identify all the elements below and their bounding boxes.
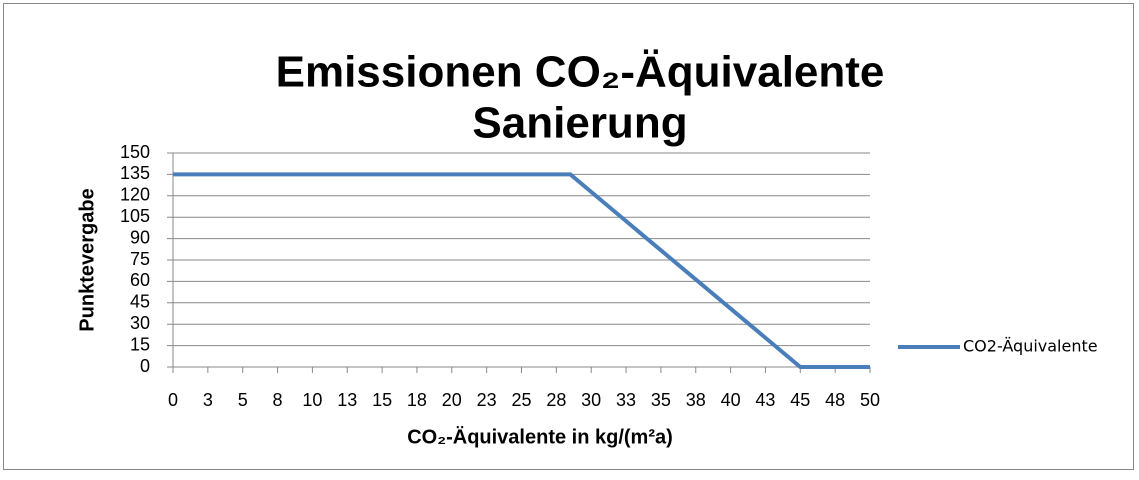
y-axis-title: Punktevergabe	[76, 188, 98, 331]
x-tick-label: 30	[581, 390, 601, 410]
y-tick-label: 60	[130, 270, 150, 290]
x-tick-label: 18	[407, 390, 427, 410]
y-tick-label: 15	[130, 334, 150, 354]
x-tick-label: 50	[860, 390, 880, 410]
line-series	[173, 172, 870, 369]
x-tick-label: 33	[616, 390, 636, 410]
y-tick-label: 0	[140, 356, 150, 376]
x-tick-label: 40	[721, 390, 741, 410]
chart-border	[3, 3, 1134, 470]
y-tick-label: 90	[130, 227, 150, 247]
x-tick-label: 48	[825, 390, 845, 410]
x-tick-label: 0	[168, 390, 178, 410]
legend-label: CO2-Äquivalente	[963, 337, 1098, 356]
y-tick-label: 135	[120, 163, 150, 183]
chart-title: Sanierung	[472, 99, 687, 148]
x-tick-label: 23	[477, 390, 497, 410]
x-tick-label: 3	[203, 390, 213, 410]
y-tick-label: 120	[120, 185, 150, 205]
y-tick-label: 75	[130, 249, 150, 269]
y-tick-label: 150	[120, 142, 150, 162]
x-tick-label: 8	[273, 390, 283, 410]
x-tick-label: 15	[372, 390, 392, 410]
x-tick-label: 35	[651, 390, 671, 410]
y-tick-label: 30	[130, 313, 150, 333]
x-tick-label: 43	[755, 390, 775, 410]
x-tick-label: 13	[337, 390, 357, 410]
x-tick-label: 5	[238, 390, 248, 410]
x-tick-label: 10	[302, 390, 322, 410]
x-tick-label: 20	[442, 390, 462, 410]
y-tick-label: 45	[130, 292, 150, 312]
x-tick-label: 28	[546, 390, 566, 410]
x-axis-title: CO₂-Äquivalente in kg/(m²a)	[407, 425, 673, 448]
x-tick-label: 38	[686, 390, 706, 410]
y-tick-label: 105	[120, 206, 150, 226]
x-tick-label: 25	[511, 390, 531, 410]
x-tick-label: 45	[790, 390, 810, 410]
chart-title: Emissionen CO₂-Äquivalente	[276, 48, 885, 97]
